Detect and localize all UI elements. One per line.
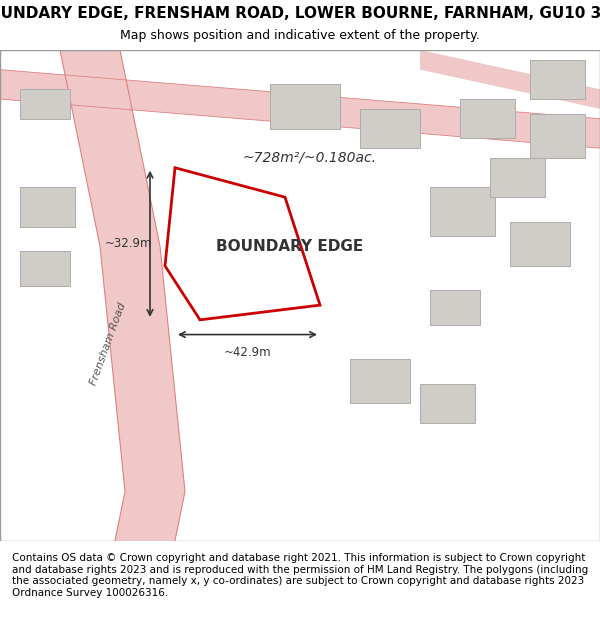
Text: Frensham Road: Frensham Road — [88, 302, 128, 387]
Bar — [430, 188, 495, 236]
Bar — [530, 60, 585, 99]
Polygon shape — [165, 168, 320, 320]
Text: Contains OS data © Crown copyright and database right 2021. This information is : Contains OS data © Crown copyright and d… — [12, 553, 588, 598]
Bar — [270, 84, 340, 129]
Text: ~42.9m: ~42.9m — [224, 346, 271, 359]
Bar — [20, 89, 70, 119]
Text: Map shows position and indicative extent of the property.: Map shows position and indicative extent… — [120, 29, 480, 42]
Bar — [20, 251, 70, 286]
Bar — [510, 222, 570, 266]
Polygon shape — [420, 50, 600, 109]
Polygon shape — [60, 50, 185, 541]
Polygon shape — [0, 69, 600, 148]
Bar — [530, 114, 585, 158]
Bar — [490, 158, 545, 198]
Text: BOUNDARY EDGE, FRENSHAM ROAD, LOWER BOURNE, FARNHAM, GU10 3PZ: BOUNDARY EDGE, FRENSHAM ROAD, LOWER BOUR… — [0, 6, 600, 21]
Bar — [430, 291, 480, 325]
Bar — [350, 359, 410, 403]
Text: ~32.9m: ~32.9m — [104, 238, 152, 250]
Bar — [420, 384, 475, 423]
Bar — [360, 109, 420, 148]
Bar — [460, 99, 515, 138]
Bar — [20, 188, 75, 227]
Text: ~728m²/~0.180ac.: ~728m²/~0.180ac. — [243, 151, 377, 165]
Text: BOUNDARY EDGE: BOUNDARY EDGE — [217, 239, 364, 254]
